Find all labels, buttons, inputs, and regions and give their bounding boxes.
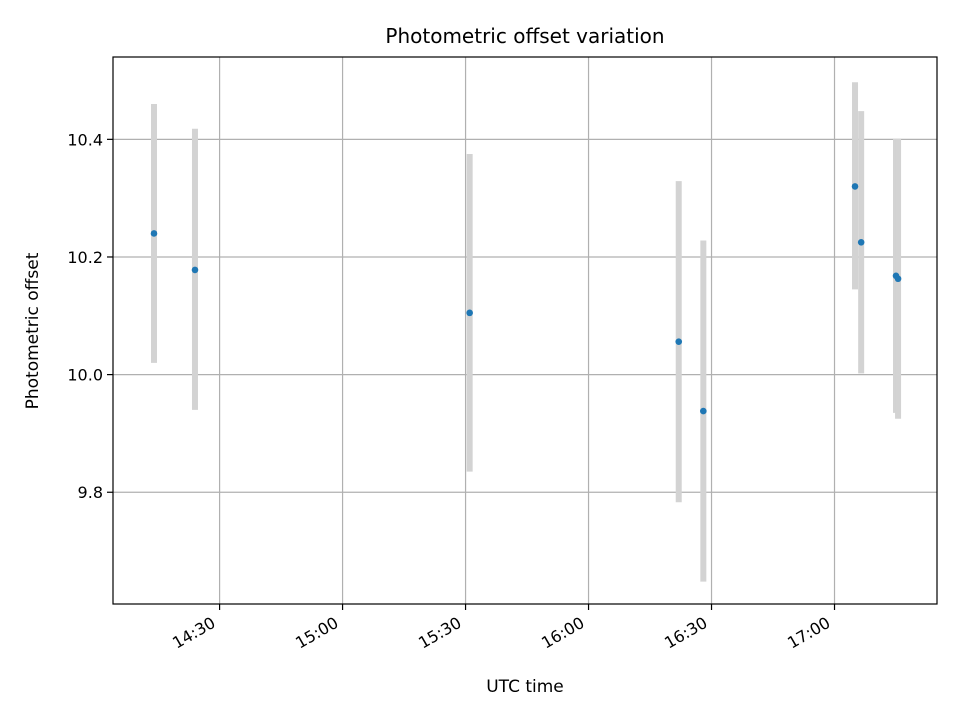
y-axis-label: Photometric offset <box>23 252 43 409</box>
chart-title: Photometric offset variation <box>385 24 664 48</box>
y-tick-label: 10.2 <box>67 248 103 267</box>
y-tick-label: 10.4 <box>67 130 103 149</box>
plot-frame <box>112 56 938 605</box>
y-tick-label: 10.0 <box>67 366 103 385</box>
data-points <box>150 183 902 415</box>
data-point <box>851 183 859 190</box>
data-point <box>675 338 683 345</box>
y-axis-ticks: 9.8 10.0 10.2 10.4 <box>67 130 113 502</box>
data-point <box>857 238 865 246</box>
grid <box>113 57 937 604</box>
x-axis-label: UTC time <box>486 677 564 697</box>
data-point <box>150 230 158 237</box>
y-tick-label: 9.8 <box>78 483 103 502</box>
data-point <box>894 275 902 283</box>
data-point <box>466 309 473 317</box>
data-point <box>700 407 707 415</box>
data-point <box>191 266 199 274</box>
